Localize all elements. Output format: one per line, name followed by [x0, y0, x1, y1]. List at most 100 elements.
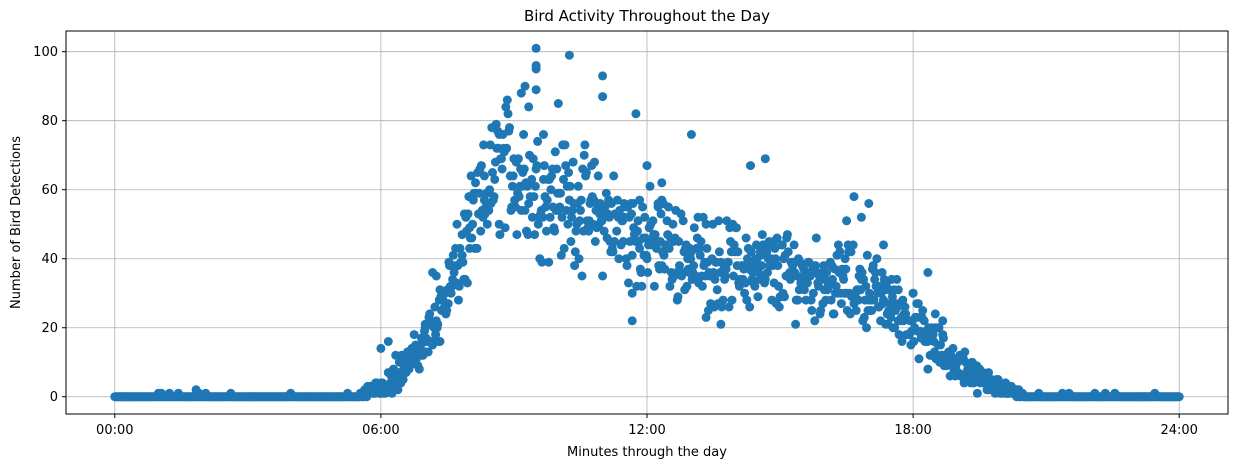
data-point: [831, 281, 841, 291]
data-point: [840, 254, 850, 264]
data-point: [934, 323, 944, 333]
data-point: [689, 223, 699, 233]
data-point: [431, 330, 441, 340]
data-point: [505, 123, 514, 133]
data-point: [865, 288, 874, 298]
data-point: [564, 50, 574, 60]
data-point: [741, 233, 751, 243]
data-point: [898, 295, 908, 305]
data-point: [657, 178, 667, 188]
data-point: [576, 195, 586, 205]
data-point: [938, 316, 948, 326]
data-point: [835, 247, 845, 257]
data-point: [746, 247, 756, 257]
data-point: [686, 130, 696, 139]
data-point: [624, 278, 633, 288]
data-point: [642, 254, 652, 264]
data-point: [695, 243, 704, 253]
data-point: [805, 271, 815, 281]
data-point: [482, 219, 492, 229]
data-point: [457, 230, 467, 240]
data-point: [649, 281, 659, 291]
data-point: [528, 154, 538, 164]
y-tick-label: 40: [41, 252, 58, 267]
x-tick-label: 06:00: [362, 423, 399, 438]
data-point: [862, 323, 871, 333]
data-point: [928, 330, 938, 340]
data-point: [967, 357, 977, 367]
data-point: [420, 347, 430, 357]
data-point: [454, 295, 463, 305]
data-point: [406, 357, 415, 367]
data-point: [648, 216, 658, 226]
data-point: [479, 140, 489, 150]
data-point: [520, 81, 530, 91]
data-point: [678, 216, 688, 226]
data-point: [523, 230, 533, 240]
y-tick-label: 20: [41, 321, 58, 336]
data-point: [627, 316, 637, 326]
data-point: [751, 240, 761, 250]
data-point: [856, 212, 866, 222]
data-point: [742, 295, 752, 305]
data-point: [753, 292, 763, 302]
data-point: [638, 202, 648, 212]
data-point: [720, 271, 730, 281]
data-point: [542, 226, 551, 236]
data-point: [633, 216, 643, 226]
data-point: [702, 243, 712, 253]
data-point: [508, 181, 517, 191]
data-point: [851, 306, 861, 315]
data-point: [514, 192, 524, 202]
data-point: [745, 302, 755, 312]
data-point: [446, 288, 456, 298]
data-point: [527, 212, 537, 222]
data-point: [580, 140, 590, 150]
data-point: [496, 154, 506, 164]
data-point: [600, 202, 610, 212]
data-point: [524, 199, 534, 208]
data-point: [635, 195, 645, 205]
data-point: [675, 261, 684, 271]
data-point: [674, 237, 684, 246]
data-point: [454, 281, 464, 291]
data-point: [433, 319, 443, 329]
data-point: [770, 243, 780, 253]
y-tick-label: 100: [33, 45, 58, 60]
data-point: [826, 295, 836, 305]
data-point: [533, 219, 543, 229]
data-point: [476, 226, 486, 236]
data-point: [665, 281, 675, 291]
data-point: [530, 230, 540, 240]
data-point: [557, 212, 567, 222]
data-point: [491, 119, 501, 129]
data-point: [656, 209, 666, 219]
data-point: [488, 168, 497, 177]
data-point: [660, 264, 670, 274]
data-point: [657, 195, 667, 205]
data-point: [544, 257, 554, 267]
data-point: [503, 109, 513, 119]
data-point: [627, 250, 637, 260]
data-point: [867, 306, 877, 315]
data-point: [861, 281, 871, 291]
data-point: [519, 130, 529, 139]
data-point: [773, 261, 783, 271]
data-point: [857, 268, 867, 277]
data-point: [897, 337, 907, 346]
data-point: [501, 102, 511, 112]
data-point: [502, 95, 512, 105]
data-point: [552, 164, 562, 174]
data-point: [859, 274, 869, 284]
data-point: [841, 264, 851, 274]
data-point: [529, 192, 539, 202]
data-point: [497, 164, 507, 174]
data-point: [539, 161, 549, 171]
data-point: [566, 237, 576, 246]
data-point: [556, 188, 565, 198]
data-point: [822, 268, 832, 277]
data-point: [484, 205, 494, 215]
data-point: [714, 216, 724, 226]
data-point: [893, 285, 903, 295]
data-point: [729, 240, 739, 250]
